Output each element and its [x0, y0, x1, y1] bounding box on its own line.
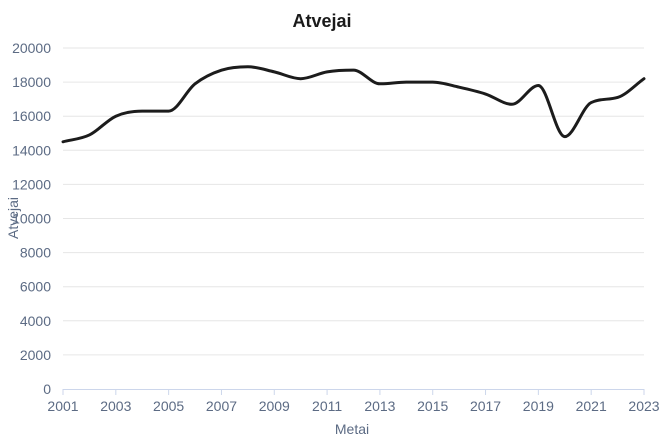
x-tick-label: 2003 [100, 398, 131, 414]
y-tick-label: 2000 [20, 347, 51, 363]
y-tick-label: 18000 [12, 74, 51, 90]
x-tick-label: 2011 [312, 398, 342, 414]
x-axis-title: Metai [335, 421, 369, 437]
x-tick-label: 2013 [364, 398, 395, 414]
grid-lines [63, 47, 644, 356]
chart-title: Atvejai [292, 11, 351, 31]
y-tick-label: 16000 [12, 108, 51, 124]
y-tick-label: 4000 [20, 313, 51, 329]
x-tick-label: 2005 [153, 398, 184, 414]
y-tick-label: 6000 [20, 279, 51, 295]
y-tick-label: 0 [43, 381, 51, 397]
x-axis-ticks: 2001 2003 2005 2007 2009 2011 2013 2015 2017 2019… [47, 389, 660, 414]
y-tick-label: 12000 [12, 176, 51, 192]
y-tick-label: 10000 [12, 211, 51, 227]
y-axis-title: Atvejai [5, 197, 21, 239]
x-tick-label: 2015 [417, 398, 448, 414]
x-tick-label: 2019 [523, 398, 554, 414]
x-tick-label: 2023 [628, 398, 659, 414]
y-axis-ticks: 0 2000 4000 6000 8000 10000 12000 14000 16000 180… [12, 40, 51, 397]
y-tick-label: 8000 [20, 245, 51, 261]
x-tick-label: 2021 [576, 398, 607, 414]
y-tick-label: 20000 [12, 40, 51, 56]
y-tick-label: 14000 [12, 142, 51, 158]
series-line [61, 65, 646, 144]
x-tick-label: 2007 [206, 398, 237, 414]
x-tick-label: 2009 [259, 398, 290, 414]
x-tick-label: 2001 [47, 398, 78, 414]
x-tick-label: 2017 [470, 398, 501, 414]
